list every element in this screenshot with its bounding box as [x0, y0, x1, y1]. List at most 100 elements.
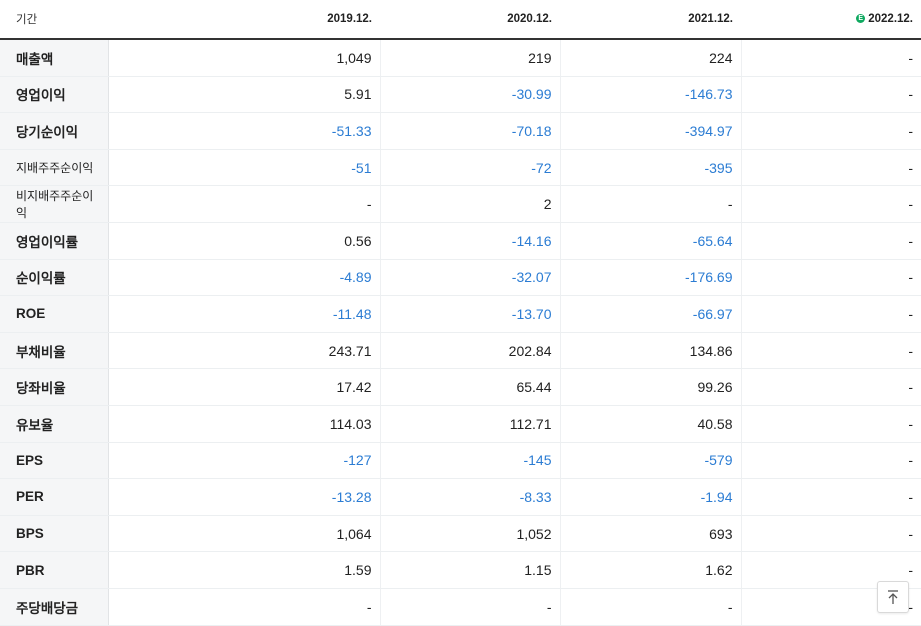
row-label: 부채비율: [0, 331, 109, 370]
cell-value: -: [108, 587, 381, 626]
cell-value: -: [741, 185, 921, 223]
cell-value: 112.71: [380, 405, 561, 443]
row-label: 영업이익률: [0, 221, 109, 260]
cell-value: -: [741, 515, 921, 553]
table-row: PBR 1.59 1.15 1.62 -: [0, 551, 921, 589]
period-2022-label: 2022.12.: [868, 13, 913, 25]
table-row: 영업이익률 0.56 -14.16 -65.64 -: [0, 221, 921, 260]
arrow-up-to-top-icon: [888, 590, 898, 604]
cell-value: -72: [380, 149, 561, 187]
cell-value: -: [560, 587, 742, 626]
row-label: 지배주주순이익: [0, 149, 109, 187]
scroll-to-top-button[interactable]: [877, 581, 909, 613]
cell-value: -66.97: [560, 295, 742, 333]
cell-value: 1.15: [380, 551, 561, 589]
cell-value: -1.94: [560, 478, 742, 516]
cell-value: -13.28: [108, 478, 381, 516]
cell-value: 224: [560, 39, 742, 77]
row-label: 당좌비율: [0, 368, 109, 406]
row-label: ROE: [0, 295, 109, 333]
row-label: PBR: [0, 551, 109, 589]
cell-value: -: [560, 185, 742, 223]
cell-value: -146.73: [560, 76, 742, 114]
cell-value: -: [741, 259, 921, 297]
table-row: 부채비율 243.71 202.84 134.86 -: [0, 331, 921, 370]
table-row: 매출액 1,049 219 224 -: [0, 39, 921, 77]
cell-value: -: [741, 295, 921, 333]
cell-value: -30.99: [380, 76, 561, 114]
cell-value: -: [741, 368, 921, 406]
cell-value: -: [741, 112, 921, 150]
cell-value: 40.58: [560, 405, 742, 443]
header-row: 기간 2019.12. 2020.12. 2021.12. E 2022.12.: [0, 0, 921, 40]
cell-value: -65.64: [560, 221, 742, 260]
cell-value: -579: [560, 441, 742, 480]
cell-value: -14.16: [380, 221, 561, 260]
row-label: 매출액: [0, 39, 109, 77]
cell-value: 1,064: [108, 515, 381, 553]
estimate-icon: E: [856, 14, 866, 24]
row-label: 당기순이익: [0, 112, 109, 150]
cell-value: 202.84: [380, 331, 561, 370]
cell-value: 134.86: [560, 331, 742, 370]
cell-value: -4.89: [108, 259, 381, 297]
table-row: 지배주주순이익 -51 -72 -395 -: [0, 149, 921, 187]
cell-value: 99.26: [560, 368, 742, 406]
period-2020: 2020.12.: [380, 0, 560, 40]
table-row: 유보율 114.03 112.71 40.58 -: [0, 405, 921, 443]
period-2022: E 2022.12.: [741, 0, 921, 40]
cell-value: 0.56: [108, 221, 381, 260]
table-row: 주당배당금 - - - -: [0, 587, 921, 626]
cell-value: 17.42: [108, 368, 381, 406]
cell-value: 65.44: [380, 368, 561, 406]
cell-value: -13.70: [380, 295, 561, 333]
cell-value: -395: [560, 149, 742, 187]
row-label: 순이익률: [0, 259, 109, 297]
table-row: BPS 1,064 1,052 693 -: [0, 515, 921, 553]
row-label: 영업이익: [0, 76, 109, 114]
cell-value: 1.62: [560, 551, 742, 589]
table-row: 당좌비율 17.42 65.44 99.26 -: [0, 368, 921, 406]
table-row: 비지배주주순이익 - 2 - -: [0, 185, 921, 223]
cell-value: 5.91: [108, 76, 381, 114]
row-label: EPS: [0, 441, 109, 480]
cell-value: -: [741, 221, 921, 260]
cell-value: -: [741, 39, 921, 77]
cell-value: 693: [560, 515, 742, 553]
table-row: 영업이익 5.91 -30.99 -146.73 -: [0, 76, 921, 114]
cell-value: 2: [380, 185, 561, 223]
cell-value: -394.97: [560, 112, 742, 150]
cell-value: -: [741, 76, 921, 114]
cell-value: -32.07: [380, 259, 561, 297]
cell-value: -51.33: [108, 112, 381, 150]
table-row: PER -13.28 -8.33 -1.94 -: [0, 478, 921, 516]
table-row: 당기순이익 -51.33 -70.18 -394.97 -: [0, 112, 921, 150]
cell-value: -145: [380, 441, 561, 480]
cell-value: -127: [108, 441, 381, 480]
row-label: PER: [0, 478, 109, 516]
cell-value: -70.18: [380, 112, 561, 150]
cell-value: 219: [380, 39, 561, 77]
cell-value: 243.71: [108, 331, 381, 370]
table-row: ROE -11.48 -13.70 -66.97 -: [0, 295, 921, 333]
period-label: 기간: [0, 0, 108, 40]
cell-value: -51: [108, 149, 381, 187]
cell-value: -: [741, 478, 921, 516]
row-label: BPS: [0, 515, 109, 553]
cell-value: 1.59: [108, 551, 381, 589]
row-label: 비지배주주순이익: [0, 185, 109, 223]
table-row: EPS -127 -145 -579 -: [0, 441, 921, 480]
cell-value: 1,052: [380, 515, 561, 553]
cell-value: 1,049: [108, 39, 381, 77]
period-2019: 2019.12.: [108, 0, 380, 40]
cell-value: -: [741, 405, 921, 443]
cell-value: -176.69: [560, 259, 742, 297]
cell-value: -8.33: [380, 478, 561, 516]
period-2021: 2021.12.: [560, 0, 741, 40]
cell-value: -: [741, 441, 921, 480]
cell-value: -: [380, 587, 561, 626]
table-row: 순이익률 -4.89 -32.07 -176.69 -: [0, 259, 921, 297]
row-label: 유보율: [0, 405, 109, 443]
cell-value: 114.03: [108, 405, 381, 443]
